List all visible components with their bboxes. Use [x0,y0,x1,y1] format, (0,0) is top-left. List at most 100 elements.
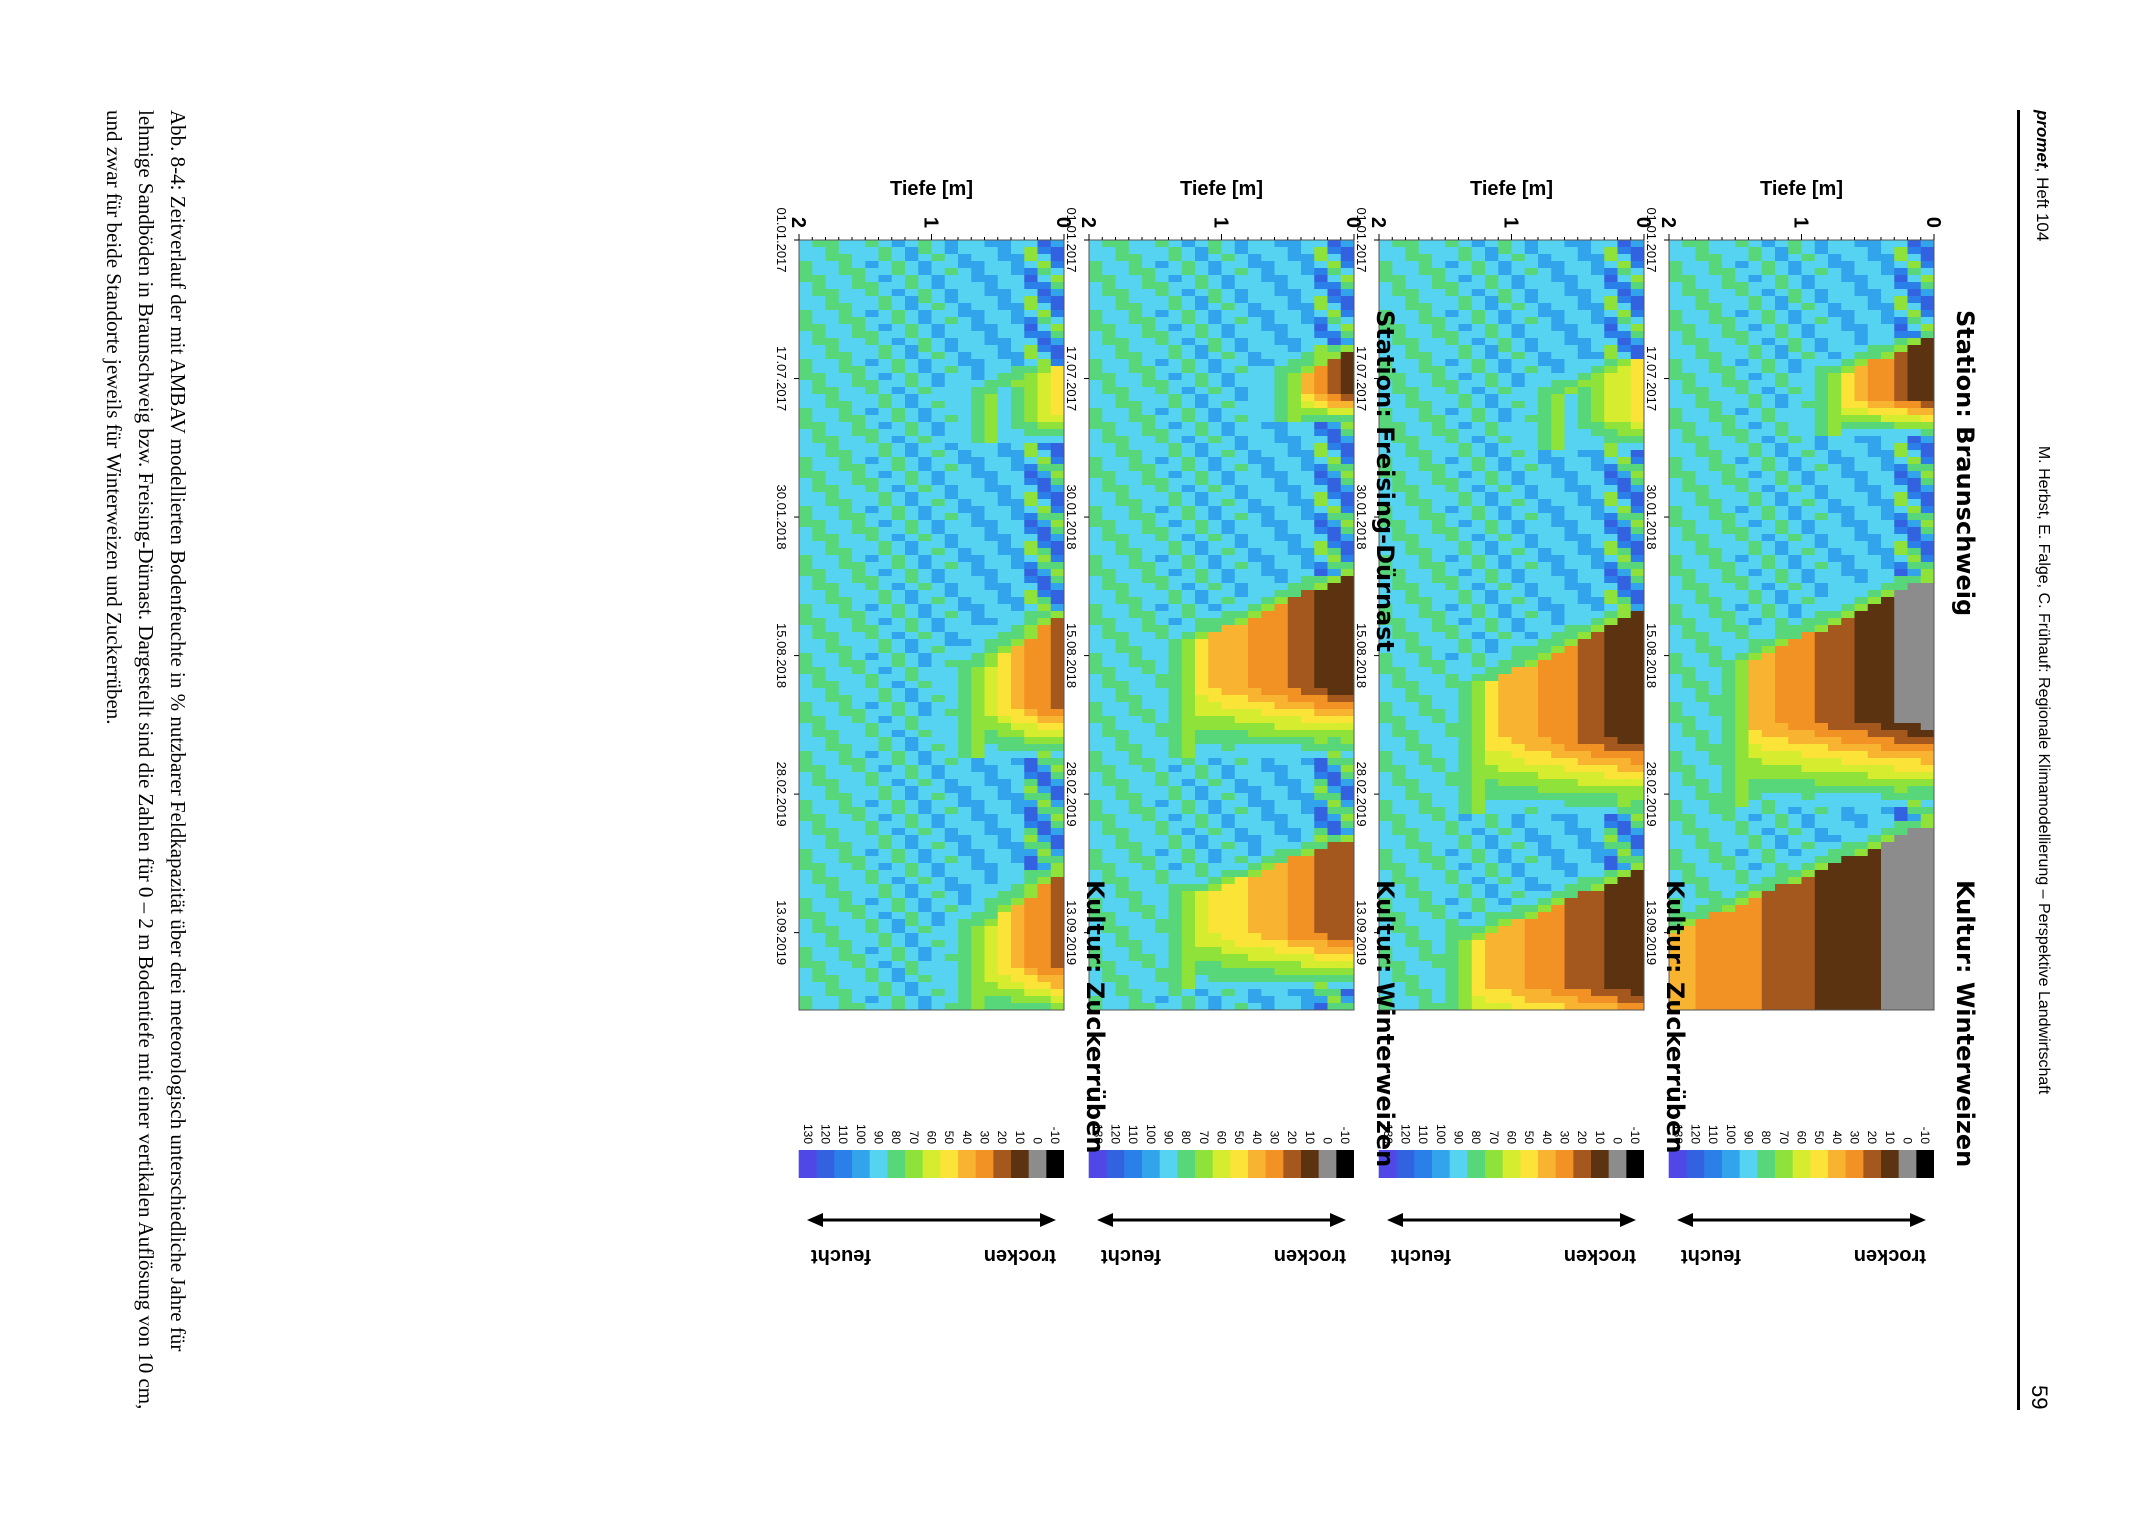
heatmap-cell [1681,758,1696,766]
heatmap-cell [1761,653,1775,661]
heatmap-cell [1695,863,1709,871]
heatmap-cell [1708,366,1722,374]
heatmap-cell [1814,324,1828,332]
heatmap-cell [1920,905,1934,913]
heatmap-cell [1734,254,1749,262]
heatmap-cell [1497,401,1512,409]
heatmap-cell [1247,345,1262,353]
heatmap-cell [1511,982,1525,990]
heatmap-cell [1431,289,1446,297]
heatmap-cell [1854,751,1868,759]
heatmap-cell [1774,499,1789,507]
heatmap-cell [1761,709,1775,717]
heatmap-cell [1721,779,1736,787]
heatmap-cell [1893,709,1908,717]
heatmap-cell [1787,317,1802,325]
heatmap-cell [1511,506,1525,514]
heatmap-cell [1603,254,1618,262]
heatmap-cell [1378,982,1393,990]
heatmap-cell [1867,303,1881,311]
heatmap-cell [1590,730,1605,738]
heatmap-cell [1221,275,1235,283]
heatmap-cell [1564,618,1578,626]
heatmap-cell [1418,499,1432,507]
heatmap-cell [1577,786,1591,794]
heatmap-cell [1577,457,1591,465]
heatmap-cell [1668,758,1683,766]
heatmap-cell [1867,632,1881,640]
heatmap-cell [1524,800,1538,808]
heatmap-cell [1537,919,1552,927]
heatmap-cell [1827,401,1842,409]
heatmap-cell [1774,380,1789,388]
heatmap-cell [1603,457,1618,465]
heatmap-cell [1484,674,1499,682]
heatmap-cell [1524,247,1538,255]
heatmap-cell [1681,618,1696,626]
heatmap-cell [1391,408,1406,416]
heatmap-cell [1827,492,1842,500]
heatmap-cell [1418,604,1432,612]
heatmap-cell [1761,814,1775,822]
heatmap-cell [1471,527,1485,535]
heatmap-cell [1774,989,1789,997]
heatmap-cell [1787,835,1802,843]
heatmap-cell [1787,695,1802,703]
heatmap-cell [1378,401,1393,409]
heatmap-cell [1418,688,1432,696]
heatmap-cell [1537,373,1552,381]
heatmap-cell [1378,471,1393,479]
heatmap-cell [1378,751,1393,759]
heatmap-cell [1340,317,1354,325]
heatmap-cell [1484,996,1499,1004]
heatmap-cell [1444,751,1459,759]
heatmap-cell [1840,303,1855,311]
heatmap-cell [1814,821,1828,829]
heatmap-cell [1564,730,1578,738]
heatmap-cell [1537,562,1552,570]
heatmap-cell [1880,954,1895,962]
heatmap-cell [1378,429,1393,437]
heatmap-cell [1617,471,1631,479]
heatmap-cell [1787,240,1802,248]
heatmap-cell [1920,695,1934,703]
heatmap-cell [1748,723,1762,731]
heatmap-cell [1814,415,1828,423]
heatmap-cell [1537,597,1552,605]
heatmap-cell [1444,793,1459,801]
heatmap-cell [1300,331,1315,339]
heatmap-cell [1378,254,1393,262]
heatmap-cell [1854,275,1868,283]
heatmap-cell [1668,940,1683,948]
heatmap-cell [1774,723,1789,731]
heatmap-cell [1088,282,1103,290]
heatmap-cell [1801,961,1815,969]
heatmap-cell [1880,772,1895,780]
heatmap-cell [1617,618,1631,626]
heatmap-cell [1801,583,1815,591]
heatmap-cell [1418,919,1432,927]
heatmap-cell [1734,345,1749,353]
heatmap-cell [1603,303,1618,311]
heatmap-cell [1681,443,1696,451]
heatmap-cell [1668,632,1683,640]
heatmap-cell [1840,632,1855,640]
heatmap-cell [1880,471,1895,479]
heatmap-cell [1484,842,1499,850]
heatmap-cell [1734,996,1749,1004]
heatmap-cell [1695,933,1709,941]
heatmap-cell [1787,1003,1802,1011]
heatmap-cell [1418,800,1432,808]
heatmap-cell [1458,282,1472,290]
heatmap-cell [1827,716,1842,724]
heatmap-cell [1840,359,1855,367]
heatmap-cell [1444,576,1459,584]
heatmap-cell [1101,359,1116,367]
heatmap-cell [1787,611,1802,619]
heatmap-cell [1300,387,1315,395]
heatmap-cell [1880,695,1895,703]
heatmap-cell [1471,611,1485,619]
heatmap-cell [1511,961,1525,969]
heatmap-cell [1920,450,1934,458]
heatmap-cell [1497,751,1512,759]
